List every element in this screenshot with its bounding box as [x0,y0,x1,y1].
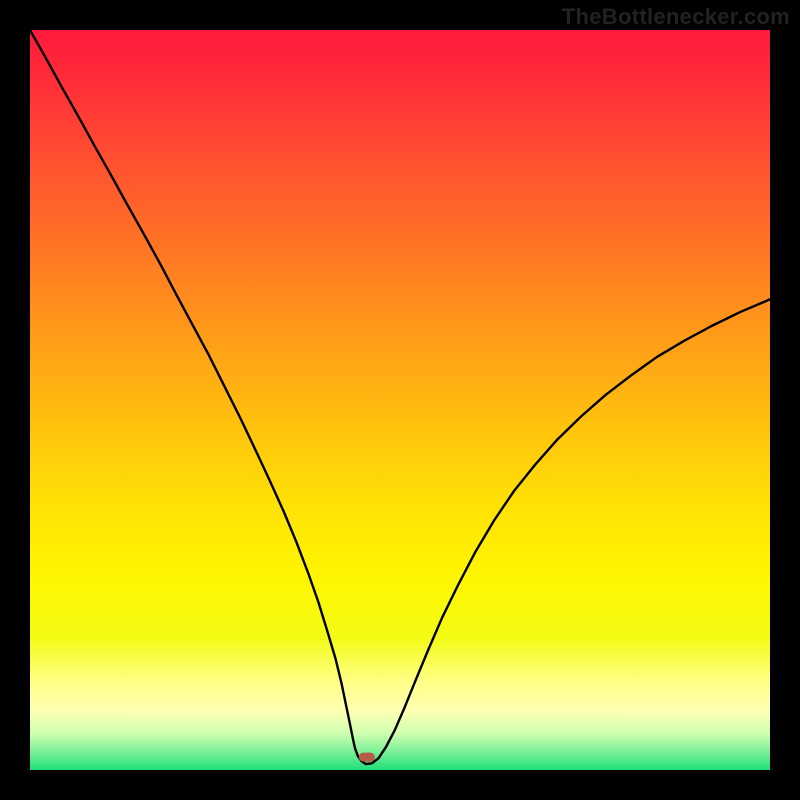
curve-layer [30,30,770,770]
chart-frame: TheBottlenecker.com [0,0,800,800]
min-point-marker [359,752,375,761]
main-v-curve [30,30,770,764]
plot-area [30,30,770,770]
watermark-text: TheBottlenecker.com [562,4,790,30]
